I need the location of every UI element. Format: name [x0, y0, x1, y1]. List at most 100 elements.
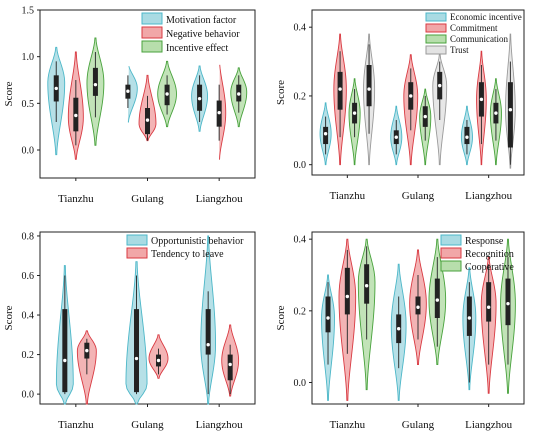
violin-median [145, 118, 150, 122]
violin-iqr-box [134, 309, 139, 393]
violin-median [197, 96, 202, 101]
chart-panel-3: 0.0 0.2 0.4 0.6 0.8 Score Tianzhu Gulang Liangzh… [3, 231, 256, 431]
x-tick-label: Gulang [131, 193, 164, 205]
legend-label: Tendency to leave [151, 249, 224, 260]
y-axis-label: Score [275, 80, 287, 105]
x-tick-label: Liangzhou [465, 190, 513, 202]
legend-swatch-green [440, 260, 462, 272]
violin-median [217, 110, 221, 115]
x-tick-label: Tianzhu [58, 419, 94, 431]
violin-median [323, 132, 328, 136]
y-tick-label: 0.0 [22, 390, 35, 401]
legend-swatch-red [440, 247, 462, 259]
legend-swatch-green [141, 40, 163, 53]
y-tick-label: 0.4 [22, 311, 35, 322]
y-tick-label: 0.0 [294, 160, 307, 171]
legend-label: Economic incentive [450, 12, 522, 22]
violin-iqr-box [227, 354, 233, 381]
x-tick-label: Tianzhu [330, 190, 366, 202]
legend-label: Recognition [465, 249, 514, 260]
legend-label: Negative behavior [166, 29, 240, 40]
legend-label: Communication [450, 34, 508, 44]
violin-median [237, 92, 241, 96]
violin-iqr-box [323, 126, 329, 145]
y-tick-label: 0.2 [22, 350, 35, 361]
violin-iqr-box [92, 67, 98, 96]
y-tick-label: 0.8 [22, 231, 35, 242]
violin-iqr-box [366, 65, 372, 107]
violin-median [367, 87, 371, 91]
violin-iqr-box [62, 309, 68, 393]
violin-iqr-box [344, 267, 350, 315]
violin-median [93, 82, 98, 87]
y-axis-label: Score [3, 305, 15, 330]
legend-swatch-red [126, 247, 148, 259]
y-tick-label: 1.5 [22, 6, 35, 17]
legend-label: Opportunistic behavior [151, 236, 244, 247]
y-tick-label: 0.2 [294, 306, 307, 317]
legend: Response Recognition Cooperative [440, 234, 514, 273]
violin-iqr-box [507, 82, 513, 148]
violin-median [54, 86, 58, 91]
violin-median [479, 97, 484, 102]
legend: Motivation factor Negative behavior Incent… [141, 12, 240, 54]
legend-swatch-green [425, 34, 447, 44]
violin-median [352, 111, 357, 115]
y-tick-label: 0.4 [294, 235, 307, 246]
legend-swatch-blue [126, 234, 148, 246]
legend-label: Commitment [450, 23, 498, 33]
legend-swatch-blue [425, 12, 447, 22]
violin-median [506, 301, 510, 306]
x-tick-label: Liangzhou [196, 419, 244, 431]
violin-iqr-box [486, 282, 492, 322]
x-tick-label: Liangzhou [196, 193, 244, 205]
violin-median [326, 316, 330, 320]
violin-iqr-box [415, 296, 421, 315]
violin-iqr-box [464, 126, 470, 145]
violin-iqr-box [466, 296, 472, 336]
legend: Economic incentiveCommitmentCommunicatio… [425, 12, 522, 55]
violin-median [156, 358, 161, 363]
x-tick-label: Tianzhu [58, 193, 94, 205]
violin-iqr-box [505, 278, 511, 326]
violin-iqr-box [434, 278, 440, 318]
violin-median [396, 327, 401, 331]
violin-iqr-box [364, 264, 370, 304]
violin-median [435, 298, 440, 302]
violin-median [465, 135, 469, 139]
violin-median [126, 89, 130, 93]
violin-median [409, 94, 413, 98]
y-tick-label: 0.5 [22, 99, 35, 110]
violin-median [364, 284, 369, 288]
legend: Opportunistic behavior Tendency to leave [126, 234, 244, 260]
violin-iqr-box [337, 71, 343, 110]
legend-label: Motivation factor [166, 15, 237, 26]
violin-median [85, 348, 89, 353]
violin-median [416, 305, 420, 309]
violin-median [394, 135, 398, 139]
chart-panel-1: 0.0 0.5 1.0 1.5 Score Tianzhu Gulang Liangzhou M… [3, 6, 256, 205]
legend-swatch-red [141, 26, 163, 39]
legend-label: Incentive effect [166, 43, 228, 54]
x-tick-label: Gulang [402, 190, 435, 202]
chart-panel-2: 0.0 0.2 0.4 Score Tianzhu Gulang Liangzhou Econ… [275, 9, 525, 202]
violin-median [494, 111, 498, 115]
y-axis-label: Score [275, 305, 287, 330]
violin-blue [127, 66, 138, 123]
violin-iqr-box [325, 296, 331, 333]
y-tick-label: 0.4 [294, 23, 307, 34]
violin-median [467, 316, 472, 320]
y-tick-label: 0.0 [294, 378, 307, 389]
violin-median [508, 107, 513, 112]
y-tick-label: 0.0 [22, 146, 35, 157]
legend-label: Cooperative [465, 262, 514, 273]
legend-label: Trust [450, 45, 469, 55]
y-tick-label: 1.0 [22, 52, 35, 63]
x-tick-label: Liangzhou [465, 419, 513, 431]
legend-swatch-blue [440, 234, 462, 246]
violin-median [63, 358, 67, 363]
violin-median [165, 92, 169, 96]
violin-median [486, 305, 491, 309]
